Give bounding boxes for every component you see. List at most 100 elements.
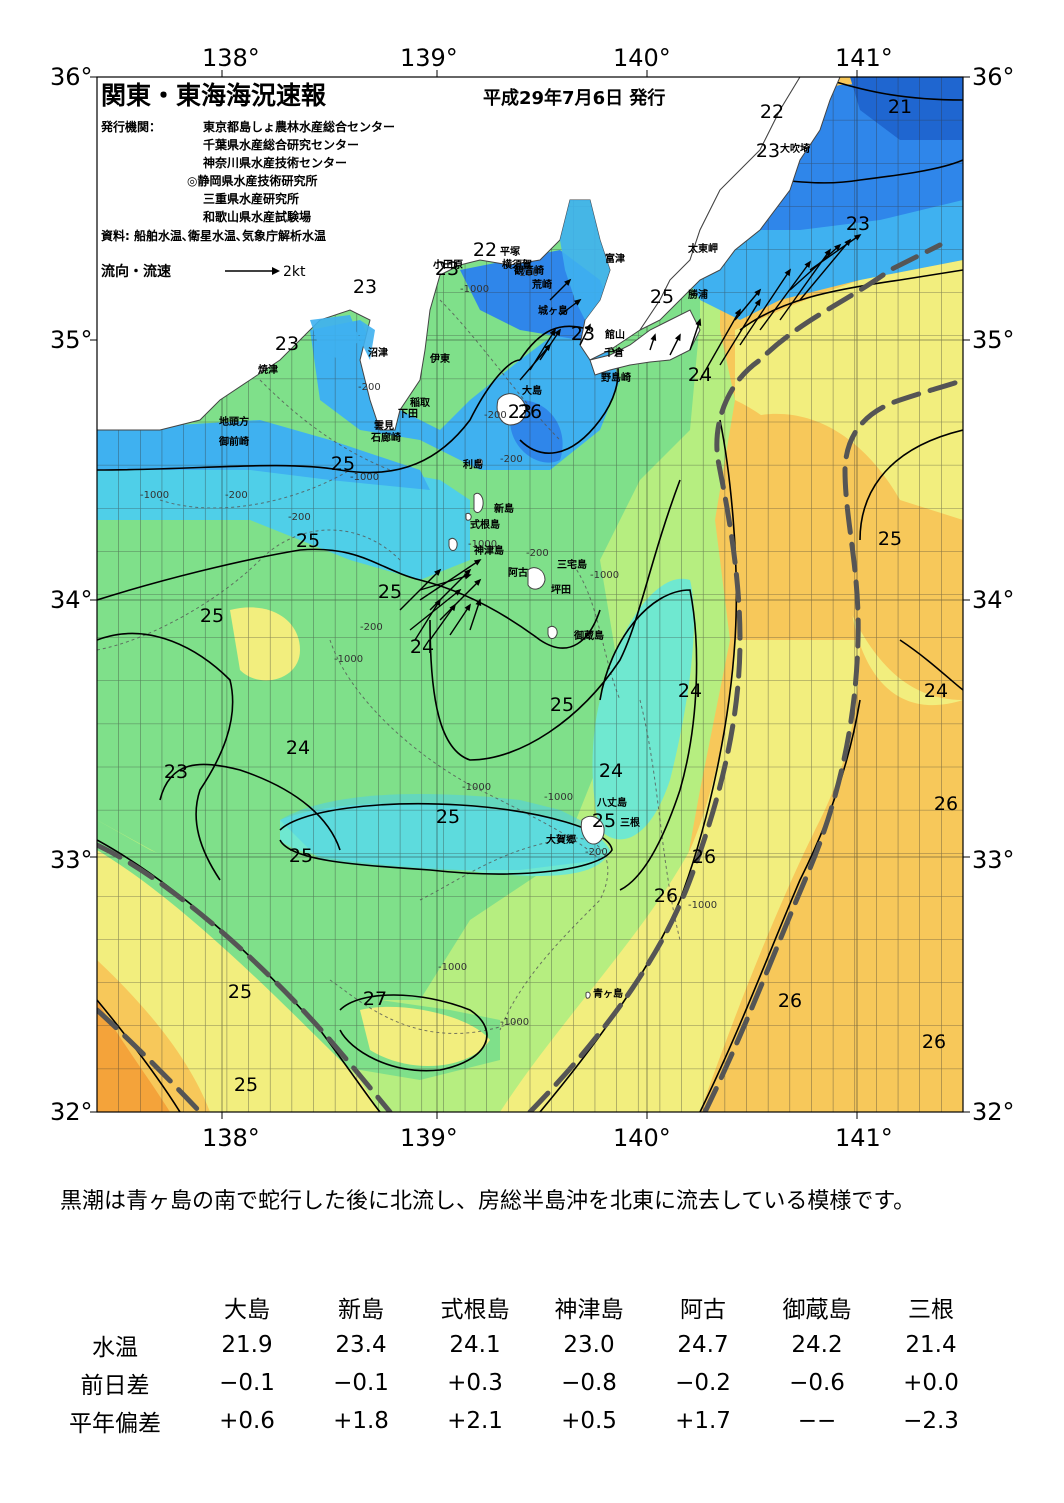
- depth-contour-label: -200: [484, 410, 507, 421]
- place-name-label: 伊東: [429, 352, 450, 365]
- isotherm-label: 23: [353, 276, 377, 298]
- current-arrowhead: [453, 588, 462, 596]
- row-label: 水温: [92, 1335, 138, 1361]
- station-temperature-table: 大島 新島 式根島 神津島 阿古 御蔵島 三根 水温 21.9 23.4 24.…: [40, 1288, 988, 1440]
- current-arrowhead: [434, 568, 442, 576]
- current-arrowhead: [674, 333, 681, 342]
- table-cell: −0.8: [561, 1370, 617, 1396]
- map-title: 関東・東海海況速報: [101, 81, 327, 110]
- isotherm-label: 27: [363, 988, 387, 1010]
- isotherm-label: 25: [296, 530, 320, 552]
- current-arrow: [409, 589, 461, 631]
- isotherm-label: 26: [922, 1031, 946, 1053]
- table-cell: −−: [797, 1408, 837, 1434]
- isotherm-label: 22: [473, 239, 497, 261]
- station-niijima: 新島: [338, 1297, 384, 1323]
- publisher-1: 東京都島しょ農林水産総合センター: [203, 119, 395, 134]
- depth-contour-label: -1000: [462, 782, 491, 793]
- lat-label-35-left: 35°: [50, 326, 93, 354]
- isotherm-label: 23: [571, 323, 595, 345]
- place-name-label: 平塚: [500, 245, 520, 258]
- isotherm-label: 25: [592, 810, 616, 832]
- lat-label-32-left: 32°: [50, 1098, 93, 1126]
- station-oshima: 大島: [224, 1297, 270, 1323]
- table-cell: 24.2: [791, 1332, 843, 1358]
- station-mikurajima: 御蔵島: [782, 1297, 852, 1323]
- place-name-label: 御蔵島: [573, 629, 604, 642]
- isotherm-label: 25: [234, 1074, 258, 1096]
- place-name-label: 城ヶ島: [538, 304, 568, 317]
- depth-contour-label: -1000: [544, 792, 573, 803]
- current-arrow: [699, 309, 741, 381]
- depth-contour-label: -1000: [688, 900, 717, 911]
- lat-label-33-right: 33°: [972, 846, 1015, 874]
- depth-contour-label: -200: [516, 268, 539, 279]
- isotherm-label: 23: [164, 761, 188, 783]
- current-legend-label: 流向・流速: [101, 263, 171, 280]
- lon-label-138-bottom: 138°: [202, 1124, 260, 1152]
- isotherm-label: 25: [650, 286, 674, 308]
- table-cell: +0.6: [219, 1408, 275, 1434]
- depth-contour-label: -1000: [140, 490, 169, 501]
- isotherm-label: 22: [760, 101, 784, 123]
- lat-label-33-left: 33°: [50, 846, 93, 874]
- depth-contour-label: -200: [288, 512, 311, 523]
- place-name-label: 三根: [620, 816, 640, 829]
- table-row-day-diff: 前日差 −0.1 −0.1 +0.3 −0.8 −0.2 −0.6 +0.0: [40, 1364, 988, 1402]
- table-cell: +0.5: [561, 1408, 617, 1434]
- place-name-label: 地頭方: [219, 415, 249, 428]
- current-arrowhead: [834, 243, 842, 251]
- current-arrowhead: [734, 308, 741, 317]
- depth-contour-label: -1000: [468, 539, 497, 550]
- depth-contour-label: -200: [585, 847, 608, 858]
- table-cell: +1.8: [333, 1408, 389, 1434]
- isotherm-label: 26: [518, 401, 542, 423]
- depth-contour-label: -1000: [590, 570, 619, 581]
- place-name-label: 御前崎: [218, 435, 249, 448]
- station-mitsune: 三根: [908, 1297, 954, 1323]
- depth-contour-label: -1000: [334, 654, 363, 665]
- table-header-row: 大島 新島 式根島 神津島 阿古 御蔵島 三根: [40, 1288, 988, 1326]
- current-legend-scale: 2kt: [283, 264, 306, 280]
- current-arrowhead: [754, 288, 762, 296]
- isotherm-label: 23: [846, 213, 870, 235]
- isotherm-label: 21: [888, 96, 912, 118]
- depth-contour-label: -1000: [460, 284, 489, 295]
- lon-label-141-bottom: 141°: [835, 1124, 893, 1152]
- current-arrow: [429, 604, 456, 641]
- depth-contour-label: -1000: [438, 962, 467, 973]
- current-arrowhead: [564, 278, 572, 286]
- lon-label-139-bottom: 139°: [400, 1124, 458, 1152]
- depth-contour-label: -200: [360, 622, 383, 633]
- place-name-label: 館山: [604, 328, 625, 341]
- current-arrow: [759, 261, 811, 331]
- depth-contour-label: -1000: [350, 472, 379, 483]
- place-name-label: 三宅島: [557, 558, 587, 571]
- isotherm-label: 26: [692, 846, 716, 868]
- depth-contour-label: -1000: [500, 1017, 529, 1028]
- current-arrowhead: [584, 323, 591, 332]
- current-arrowhead: [784, 268, 791, 277]
- isotherm-label: 24: [678, 680, 702, 702]
- publisher-5: 三重県水産研究所: [203, 191, 299, 206]
- place-name-label: 荒崎: [531, 278, 552, 291]
- isotherm-label: 24: [688, 364, 712, 386]
- table-cell: 21.9: [221, 1332, 273, 1358]
- place-name-label: 大島: [522, 384, 542, 397]
- isotherm-label: 26: [778, 990, 802, 1012]
- place-name-label: 坪田: [551, 583, 571, 596]
- depth-contour-label: -200: [500, 454, 523, 465]
- place-name-label: 下田: [398, 408, 418, 420]
- isotherm-label: 23: [275, 333, 299, 355]
- current-arrowhead: [474, 578, 482, 586]
- isotherm-label: 24: [410, 636, 434, 658]
- data-sources: 資料: 船舶水温､衛星水温､気象庁解析水温: [101, 228, 326, 243]
- current-arrowhead: [434, 598, 441, 607]
- current-arrow: [799, 239, 851, 301]
- isotherm-label: 23: [435, 258, 459, 280]
- current-arrowhead: [754, 298, 761, 307]
- lat-label-32-right: 32°: [972, 1098, 1015, 1126]
- depth-contour-label: -200: [225, 490, 248, 501]
- place-name-label: 神津島: [474, 544, 504, 557]
- publisher-4: ◎静岡県水産技術研究所: [187, 173, 317, 188]
